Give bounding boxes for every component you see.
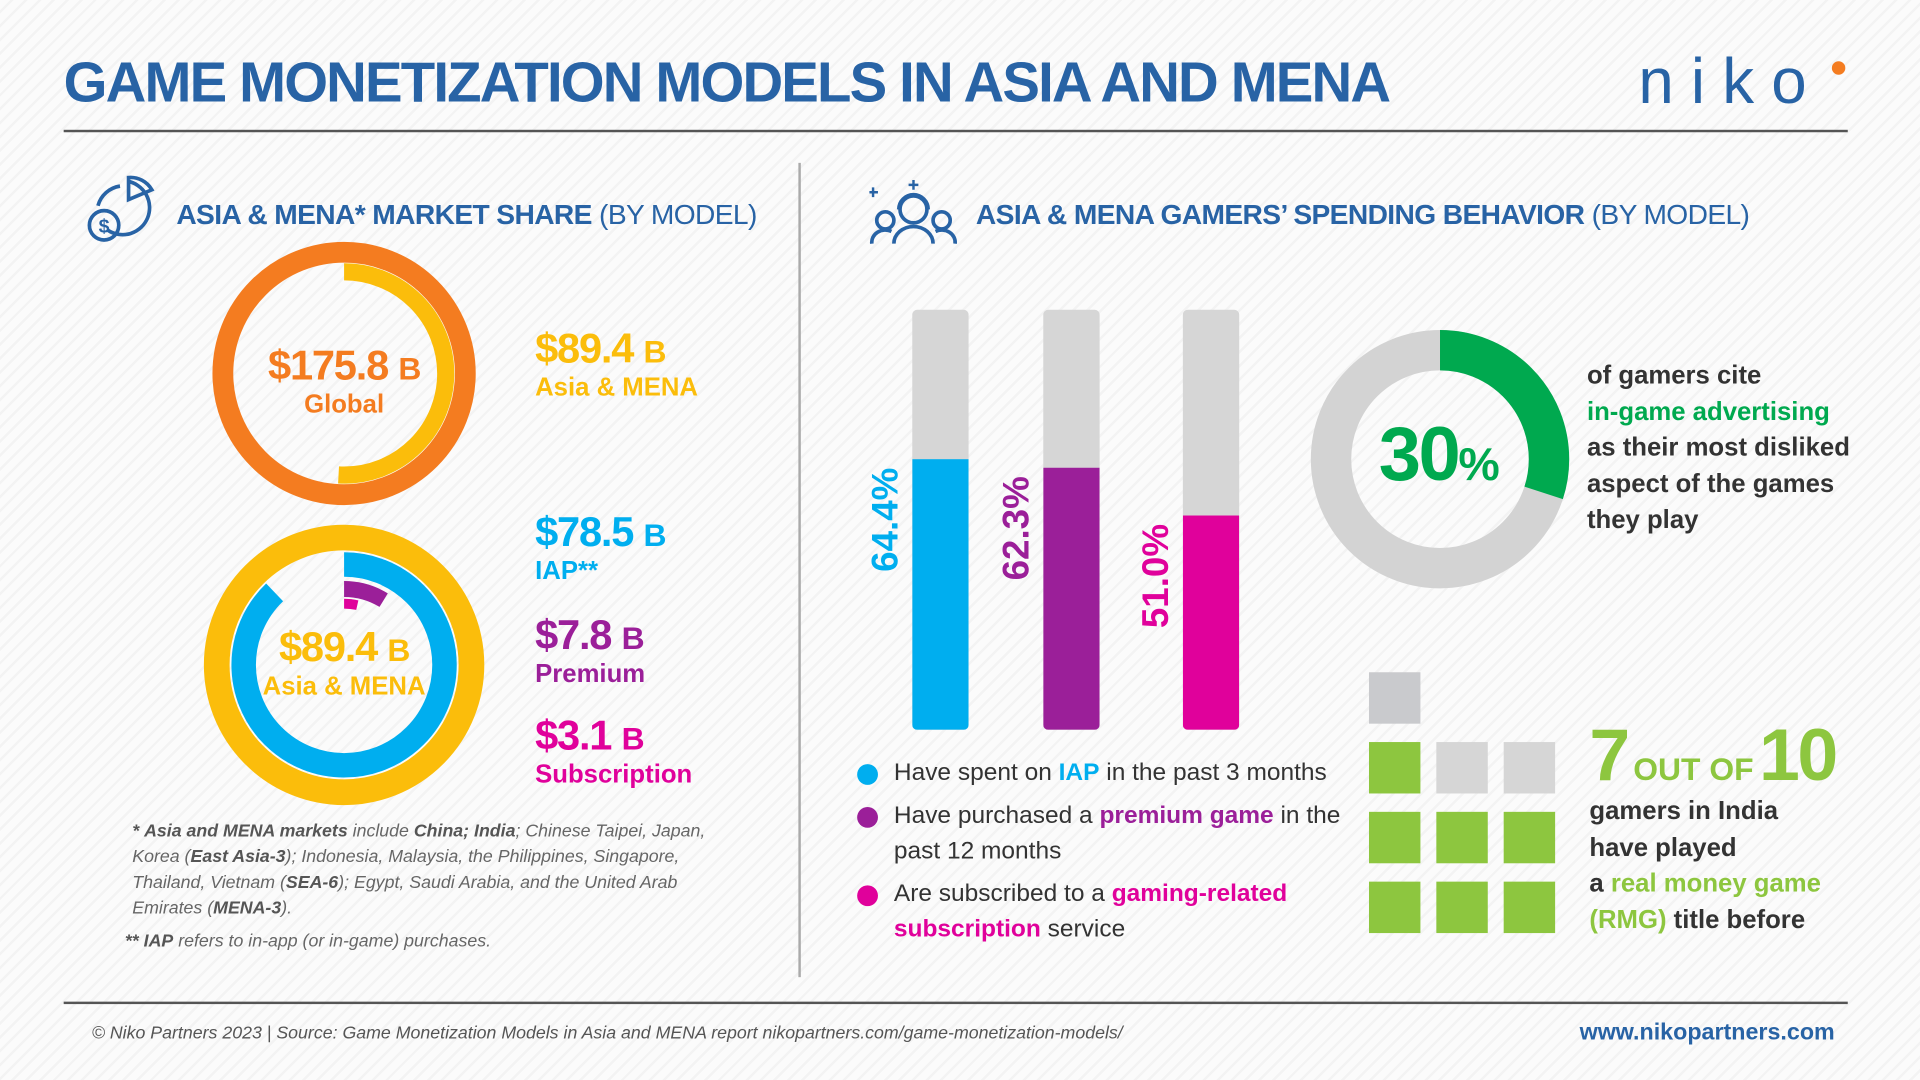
rmg-stat-text: gamers in India have played a real money… bbox=[1589, 797, 1821, 934]
premium-label: Premium bbox=[535, 660, 646, 689]
iap-arc bbox=[231, 552, 457, 778]
donut-fill bbox=[1310, 330, 1570, 589]
bar-label: 51.0% bbox=[1136, 524, 1177, 629]
filled-square bbox=[1503, 811, 1556, 864]
footer-divider bbox=[63, 1001, 1848, 1005]
niko-logo: niko bbox=[1638, 46, 1852, 118]
subscription-value-block: $3.1 B Subscription bbox=[535, 713, 692, 790]
bar-iap bbox=[912, 459, 969, 730]
legend-dot bbox=[857, 806, 878, 828]
subscription-arc bbox=[277, 598, 411, 732]
footer-source: © Niko Partners 2023 | Source: Game Mone… bbox=[91, 1023, 1123, 1044]
logo-dot bbox=[1831, 61, 1846, 75]
asia-label: Asia & MENA bbox=[535, 373, 699, 402]
asia-center-label: $89.4 B Asia & MENA bbox=[222, 624, 467, 701]
premium-value: $7.8 B bbox=[535, 612, 644, 659]
column-divider bbox=[798, 162, 801, 978]
heading-suffix: (BY MODEL) bbox=[599, 198, 757, 231]
asia-value: $89.4 B bbox=[535, 325, 666, 373]
heading-text: ASIA & MENA GAMERS’ SPENDING BEHAVIOR bbox=[975, 198, 1585, 231]
footer-website-link[interactable]: www.nikopartners.com bbox=[1579, 1020, 1835, 1046]
empty-square bbox=[1368, 672, 1421, 724]
iap-label: IAP** bbox=[535, 557, 598, 586]
iap-value-block: $78.5 B IAP** bbox=[535, 509, 666, 586]
pie-money-icon: $ bbox=[87, 175, 155, 242]
iap-value: $78.5 B bbox=[535, 509, 666, 556]
asia-value-block: $89.4 B Asia & MENA bbox=[535, 326, 698, 403]
global-ring bbox=[212, 241, 476, 506]
rmg-fraction: 7 OUT OF 10 bbox=[1589, 713, 1838, 796]
asia-share-arc bbox=[233, 263, 455, 484]
legend-item-subscription: Are subscribed to a gaming-related subsc… bbox=[857, 877, 1310, 948]
bar-subscription bbox=[1182, 515, 1240, 730]
filled-square bbox=[1436, 811, 1488, 864]
asia-center-value: $89.4 B bbox=[278, 624, 410, 672]
heading-suffix: (BY MODEL) bbox=[1591, 198, 1750, 231]
heading-text: ASIA & MENA* MARKET SHARE bbox=[176, 198, 592, 231]
ad-percent: 30% bbox=[1378, 412, 1500, 498]
asia-center-text: Asia & MENA bbox=[262, 672, 426, 701]
logo-text: niko bbox=[1638, 46, 1824, 118]
bar-premium bbox=[1043, 468, 1100, 730]
filled-square bbox=[1503, 881, 1556, 934]
asia-total-ring bbox=[203, 524, 485, 806]
filled-square bbox=[1436, 881, 1488, 934]
subscription-value: $3.1 B bbox=[535, 712, 644, 760]
bar-track bbox=[1043, 309, 1100, 730]
bar-label: 62.3% bbox=[996, 476, 1038, 581]
spending-heading: ASIA & MENA GAMERS’ SPENDING BEHAVIOR (B… bbox=[975, 198, 1750, 231]
global-value: $175.8 B bbox=[268, 342, 421, 390]
premium-arc bbox=[260, 581, 428, 749]
bar-track bbox=[1182, 309, 1240, 730]
header-divider bbox=[63, 129, 1848, 133]
bar-label: 64.4% bbox=[865, 467, 907, 572]
gamers-headset-icon bbox=[869, 180, 957, 244]
ad-stat-text: of gamers cite in-game advertising as th… bbox=[1586, 361, 1850, 534]
svg-text:$: $ bbox=[99, 216, 110, 238]
empty-square bbox=[1436, 742, 1488, 794]
bar-legend: Have spent on IAP in the past 3 months H… bbox=[857, 756, 1347, 948]
footnote-iap: ** IAP refers to in-app (or in-game) pur… bbox=[124, 931, 492, 952]
global-donut bbox=[203, 241, 485, 806]
page-title: GAME MONETIZATION MODELS IN ASIA AND MEN… bbox=[63, 50, 1391, 114]
footnote-markets: * Asia and MENA markets include China; I… bbox=[132, 821, 706, 919]
filled-square bbox=[1368, 811, 1421, 864]
filled-square bbox=[1368, 742, 1421, 794]
global-label: Global bbox=[304, 390, 385, 419]
legend-dot bbox=[857, 764, 878, 785]
legend-item-iap: Have spent on IAP in the past 3 months bbox=[857, 756, 1347, 792]
legend-item-premium: Have purchased a premium game in the pas… bbox=[857, 798, 1347, 869]
subscription-label: Subscription bbox=[535, 760, 693, 789]
premium-value-block: $7.8 B Premium bbox=[535, 612, 645, 689]
legend-dot bbox=[857, 885, 878, 907]
ad-dislike-donut bbox=[1310, 330, 1570, 589]
market-share-heading: ASIA & MENA* MARKET SHARE (BY MODEL) bbox=[176, 198, 757, 231]
global-center-label: $175.8 B Global bbox=[222, 343, 467, 420]
filled-square bbox=[1368, 881, 1421, 934]
bar-track bbox=[912, 309, 969, 730]
empty-square bbox=[1503, 742, 1556, 794]
